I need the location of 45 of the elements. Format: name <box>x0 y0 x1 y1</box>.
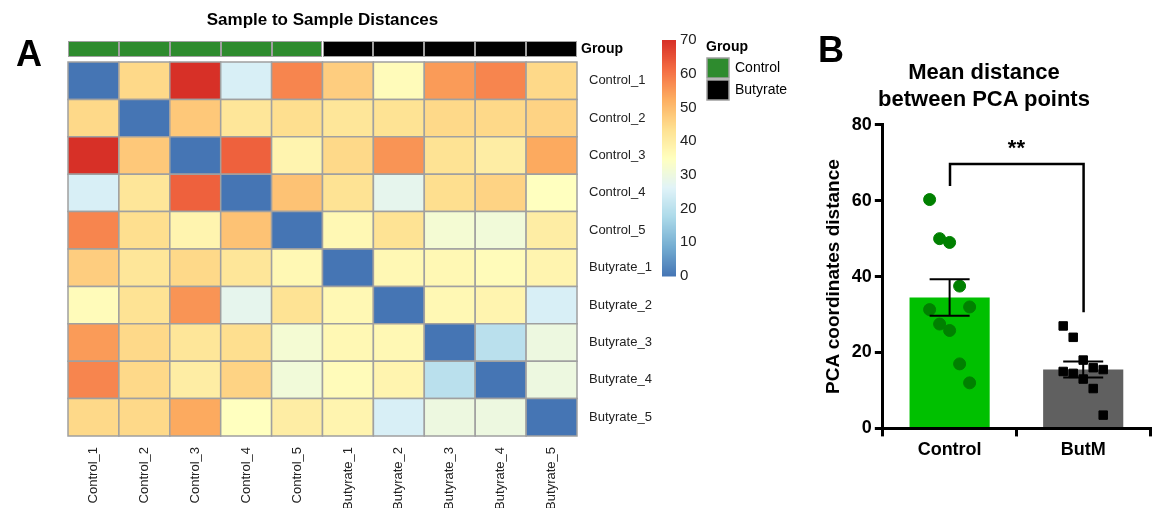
chart-title: Sample to Sample Distances <box>206 9 439 29</box>
y-tick-label: Control_3 <box>589 147 646 163</box>
x-tick-label: Butyrate_5 <box>543 447 559 508</box>
y-tick-label: 80 <box>851 113 872 134</box>
color-bar-label: 30 <box>680 165 697 182</box>
text: B <box>818 28 844 70</box>
x-tick-label: Control_4 <box>237 447 253 504</box>
legend-label: Control <box>735 58 781 75</box>
color-bar-label: 10 <box>680 232 697 250</box>
x-tick-label: Control_3 <box>186 447 202 504</box>
color-bar-label: 20 <box>680 198 697 216</box>
y-tick-label: Control_2 <box>589 109 646 125</box>
y-tick-label: 40 <box>851 265 872 286</box>
chart-title: Mean distance between PCA points <box>878 59 1090 111</box>
color-bar-label: 0 <box>680 266 689 284</box>
color-bar-label: 50 <box>680 97 697 115</box>
x-tick-label: Butyrate_1 <box>339 447 355 508</box>
x-tick-label: ButM <box>1060 439 1106 460</box>
y-tick-label: Butyrate_2 <box>589 296 652 312</box>
y-tick-label: Control_5 <box>589 221 646 237</box>
y-tick-label: 20 <box>851 341 872 362</box>
color-bar-label: 40 <box>680 131 697 149</box>
legend-label: Butyrate <box>735 80 788 97</box>
y-tick-label: Butyrate_3 <box>589 334 652 350</box>
x-tick-label: Butyrate_3 <box>441 447 457 508</box>
x-tick-label: Control_2 <box>135 447 151 504</box>
x-tick-label: Butyrate_2 <box>390 447 406 508</box>
y-tick-label: Control_4 <box>589 184 646 200</box>
y-tick-label: Butyrate_5 <box>589 408 652 424</box>
y-tick-label: 60 <box>851 189 872 210</box>
annotation: ** <box>1007 134 1026 160</box>
x-tick-label: Control <box>917 439 982 460</box>
x-tick-label: Control_1 <box>85 447 101 504</box>
color-bar-label: 70 <box>680 30 697 48</box>
y-tick-label: Butyrate_4 <box>589 371 652 387</box>
legend-title: Group <box>581 39 623 56</box>
y-tick-label: 0 <box>861 417 872 438</box>
text: Group <box>706 37 748 54</box>
color-bar-label: 60 <box>680 63 697 81</box>
y-tick-label: Control_1 <box>589 72 646 88</box>
y-axis-title: PCA coordinates distance <box>821 159 843 394</box>
x-tick-label: Control_5 <box>288 447 304 504</box>
y-tick-label: Butyrate_1 <box>589 259 652 275</box>
x-tick-label: Butyrate_4 <box>492 447 508 508</box>
text: A <box>16 32 42 74</box>
